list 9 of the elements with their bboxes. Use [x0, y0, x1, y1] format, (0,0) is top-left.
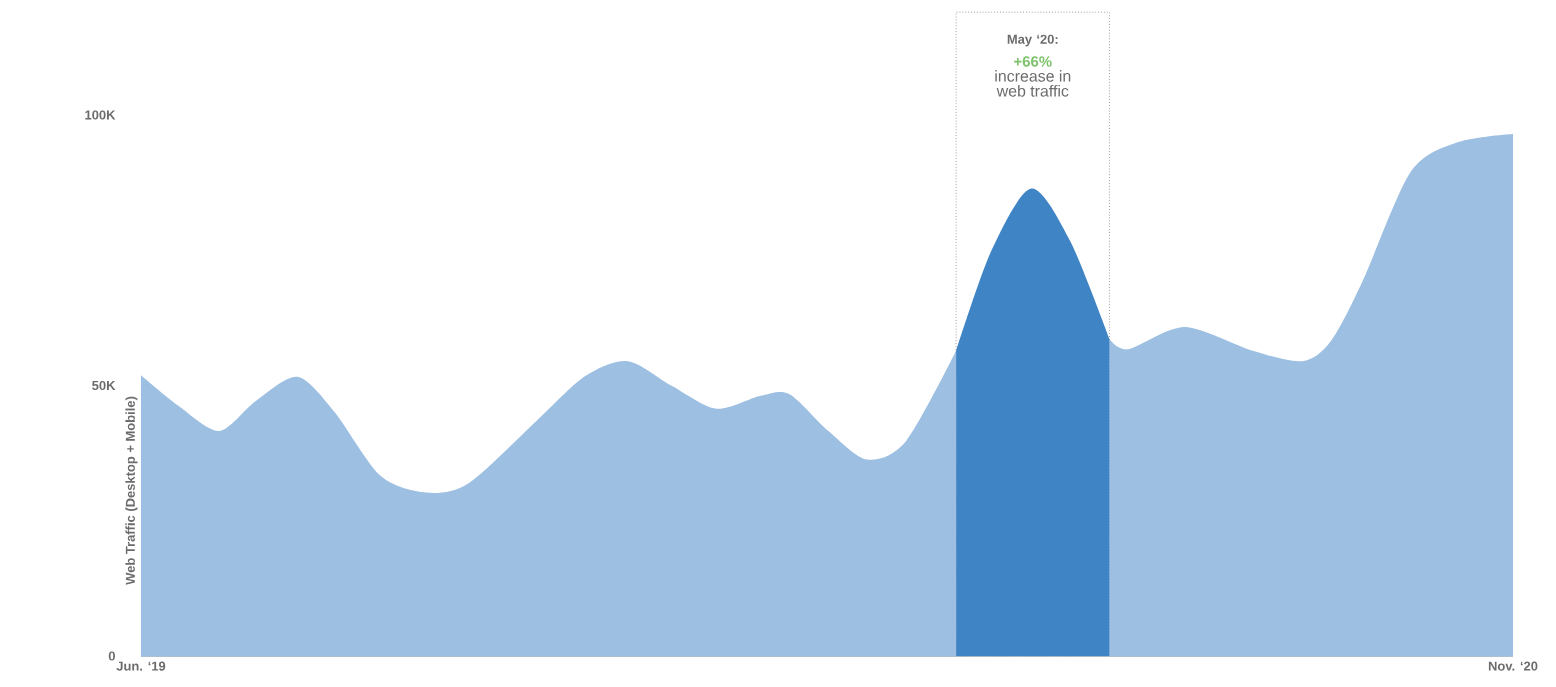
y-axis-title: Web Traffic (Desktop + Mobile)	[125, 396, 138, 585]
y-tick-label: 100K	[85, 110, 116, 120]
x-tick-label: Jun. ‘19	[116, 661, 166, 671]
text: increase in web traffic	[995, 70, 1071, 97]
text: +66%	[1014, 56, 1052, 67]
band-label: May ‘20:	[1007, 34, 1058, 47]
y-tick-label: 50K	[92, 380, 116, 391]
x-tick-label: Nov. ‘20	[1488, 661, 1538, 671]
y-tick-label: 0	[108, 651, 115, 661]
